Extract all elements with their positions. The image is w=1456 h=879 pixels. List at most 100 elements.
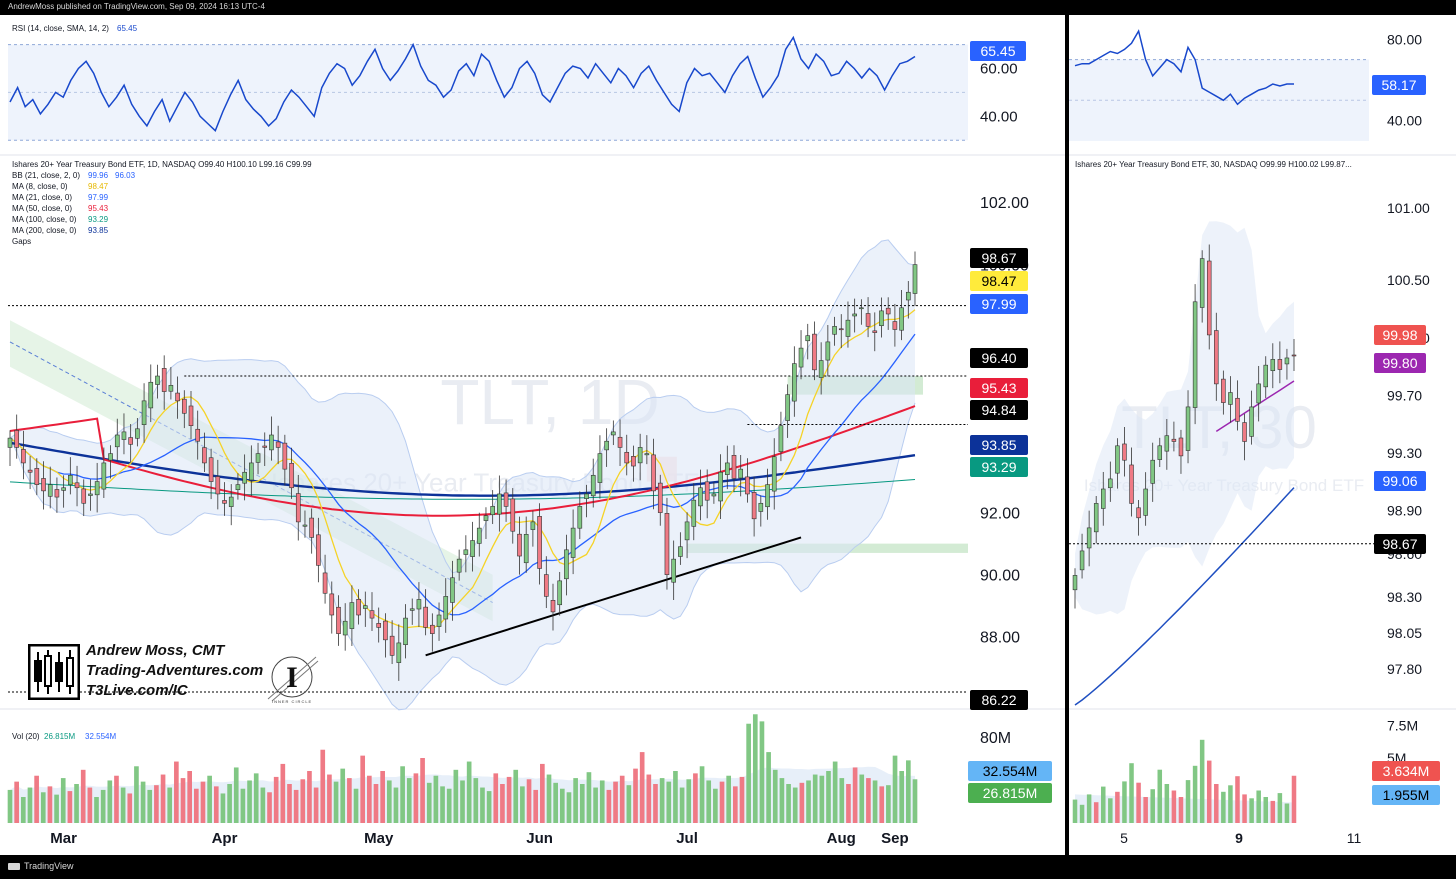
daily-candle-body-100 — [678, 546, 683, 557]
volume-bar-21 — [147, 789, 153, 823]
intraday-candle-18 — [1199, 250, 1205, 323]
volume-bar-10 — [74, 784, 79, 823]
volume-bar-29 — [200, 781, 206, 823]
x-label-jul: Jul — [676, 830, 698, 847]
daily-chart-panel[interactable]: RSI (14, close, SMA, 14, 2) 65.45 60.00 40.… — [0, 15, 1065, 855]
intraday-candle-8 — [1129, 447, 1134, 517]
daily-candle-body-116 — [785, 394, 790, 421]
intraday-candle-body-25 — [1249, 406, 1254, 437]
daily-candle-body-106 — [718, 471, 723, 502]
bollinger-lower — [9, 402, 916, 711]
daily-candle-body-93 — [631, 456, 636, 467]
daily-candle-127 — [859, 299, 864, 325]
daily-candle-body-45 — [309, 517, 314, 538]
daily-candle-124 — [838, 314, 844, 349]
price-tag-4-bg — [970, 378, 1028, 398]
legend-item-6: Gaps — [12, 237, 31, 246]
ma8-line — [9, 309, 916, 629]
daily-candle-26 — [181, 390, 187, 429]
daily-candle-body-18 — [128, 437, 133, 445]
price-tag-3-bg — [970, 348, 1028, 368]
volume-bar-85 — [573, 778, 578, 823]
daily-candle-body-135 — [912, 264, 918, 294]
r-volume-bar-26 — [1256, 790, 1261, 823]
r-ma-purple-line — [1215, 380, 1295, 433]
daily-candle-body-29 — [202, 447, 207, 464]
volume-bar-41 — [280, 763, 286, 823]
volume-bar-132 — [886, 785, 891, 823]
volume-bar-107 — [719, 781, 725, 823]
volume-bar-105 — [706, 780, 712, 823]
daily-candle-body-5 — [41, 478, 46, 492]
price-tag-4: 95.43 — [981, 380, 1016, 396]
volume-bar-97 — [653, 784, 658, 823]
rsi-legend: RSI (14, close, SMA, 14, 2) — [12, 24, 109, 33]
daily-chart-canvas[interactable]: RSI (14, close, SMA, 14, 2) 65.4560.0040.… — [0, 15, 1065, 855]
candles-logo-icon — [28, 644, 80, 700]
daily-candle-body-96 — [651, 454, 656, 492]
daily-candle-body-37 — [255, 453, 261, 463]
r-price-tick-5: 98.90 — [1387, 503, 1422, 519]
volume-bar-76 — [513, 769, 519, 823]
daily-candle-body-43 — [295, 493, 301, 523]
daily-candle-body-12 — [88, 493, 93, 496]
intraday-candle-28 — [1270, 343, 1276, 389]
daily-candle-36 — [249, 445, 254, 496]
daily-candle-body-67 — [456, 558, 462, 573]
volume-bar-133 — [892, 755, 898, 823]
daily-candle-body-72 — [490, 506, 495, 516]
daily-candle-80 — [543, 556, 549, 609]
volume-bar-93 — [626, 785, 632, 823]
daily-candle-62 — [423, 589, 428, 636]
volume-bar-34 — [233, 767, 239, 823]
r-price-tag-3: 98.67 — [1382, 536, 1417, 552]
daily-candle-57 — [389, 620, 395, 665]
volume-bar-30 — [207, 775, 212, 823]
daily-candle-body-17 — [121, 431, 127, 440]
daily-candle-body-62 — [423, 606, 428, 628]
daily-candle-body-22 — [155, 375, 160, 385]
daily-candle-108 — [731, 445, 737, 493]
daily-candle-body-9 — [68, 475, 73, 485]
daily-candle-body-39 — [269, 434, 274, 451]
volume-bar-53 — [360, 755, 366, 823]
daily-candle-body-85 — [577, 506, 583, 529]
daily-candle-body-15 — [108, 453, 113, 461]
daily-candle-5 — [41, 461, 46, 510]
volume-bar-104 — [699, 766, 705, 823]
r-volume-bar-18 — [1199, 739, 1205, 823]
daily-candle-body-134 — [905, 291, 911, 301]
intraday-candle-12 — [1157, 437, 1163, 468]
daily-candle-50 — [342, 603, 348, 651]
daily-candle-12 — [88, 479, 93, 511]
daily-candle-35 — [242, 454, 247, 501]
daily-candle-6 — [47, 466, 53, 509]
volume-legend-value-0: 26.815M — [44, 732, 75, 741]
daily-candle-107 — [724, 445, 730, 490]
daily-candle-body-90 — [611, 431, 616, 436]
daily-candle-22 — [155, 364, 160, 399]
daily-candle-40 — [275, 425, 281, 465]
r-volume-bar-12 — [1157, 769, 1163, 823]
volume-legend: Vol (20) — [12, 732, 40, 741]
daily-candle-body-91 — [617, 436, 623, 448]
price-tick-4: 90.00 — [980, 568, 1020, 585]
volume-bar-117 — [786, 784, 791, 823]
daily-candle-body-125 — [845, 319, 851, 337]
daily-candle-body-89 — [604, 440, 609, 451]
daily-candle-body-81 — [550, 600, 556, 613]
daily-candle-body-14 — [101, 462, 107, 490]
r-volume-tag-0-bg — [1372, 761, 1440, 781]
intraday-candle-2 — [1086, 510, 1092, 567]
r-x-label-2: 11 — [1347, 830, 1362, 846]
intraday-candle-6 — [1115, 438, 1120, 489]
daily-candle-53 — [362, 591, 368, 627]
volume-bar-96 — [646, 774, 652, 823]
volume-bar-16 — [114, 775, 119, 823]
daily-candle-body-122 — [825, 341, 831, 361]
volume-bar-68 — [460, 780, 465, 823]
legend-item-0: BB (21, close, 2, 0) — [12, 171, 80, 180]
daily-candle-100 — [678, 532, 683, 565]
